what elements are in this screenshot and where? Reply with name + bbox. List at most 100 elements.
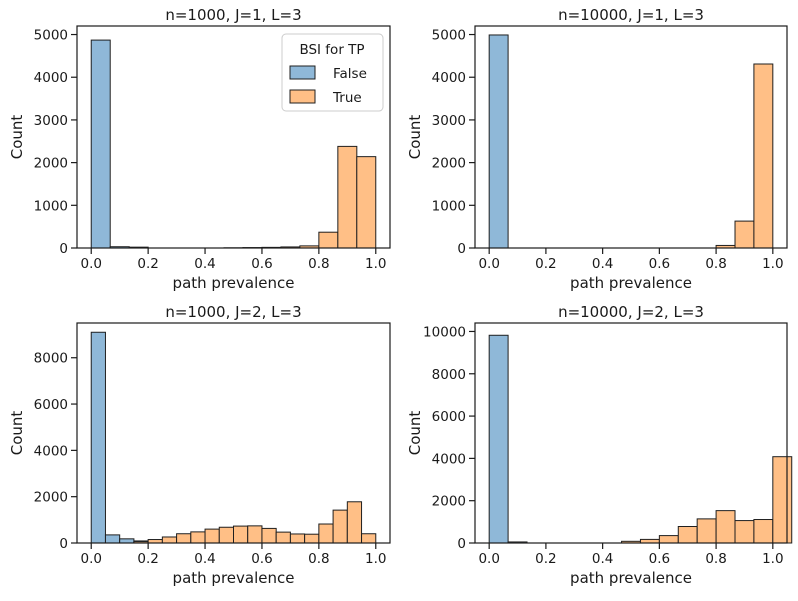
histogram-bar-true — [261, 527, 277, 544]
histogram-bar-true — [218, 526, 235, 544]
histogram-bar-true — [289, 533, 306, 544]
chart-panel-4: 0.0 0.2 0.4 0.6 0.8 1.0 0 2000 4000 6000 8000 10000… — [406, 303, 793, 587]
x-tick-label: 0.2 — [137, 256, 158, 272]
y-tick-label: 8000 — [34, 351, 68, 367]
x-tick-label: 0.0 — [478, 256, 499, 272]
y-tick-label: 2000 — [34, 490, 68, 506]
y-tick-label: 0 — [457, 241, 466, 257]
y-tick-label: 2000 — [432, 156, 466, 172]
y-tick-label: 4000 — [34, 70, 68, 86]
legend-label-true: True — [332, 90, 362, 106]
x-axis-label: path prevalence — [173, 274, 295, 292]
x-tick-label: 0.0 — [80, 256, 101, 272]
histogram-bar-true — [304, 533, 320, 544]
histogram-bar-true — [677, 526, 698, 544]
x-axis-label: path prevalence — [570, 274, 692, 292]
chart-title: n=10000, J=2, L=3 — [558, 303, 704, 321]
x-tick-label: 1.0 — [762, 256, 783, 272]
histogram-bar-false — [488, 34, 509, 249]
histogram-bar-true — [658, 535, 679, 544]
y-tick-label: 0 — [457, 536, 466, 552]
histogram-bar-true — [753, 63, 774, 249]
y-tick-label: 3000 — [34, 113, 68, 129]
axes-frame — [474, 25, 788, 249]
histogram-bar-true — [361, 533, 377, 544]
x-tick-label: 0.6 — [251, 256, 272, 272]
histogram-bar-true — [734, 220, 755, 249]
x-tick-label: 0.2 — [535, 256, 556, 272]
y-tick-label: 10000 — [423, 324, 466, 340]
x-tick-label: 0.2 — [137, 551, 158, 567]
histogram-bar-true — [734, 520, 755, 544]
y-tick-label: 5000 — [34, 28, 68, 44]
axes-frame — [474, 322, 788, 544]
y-tick-label: 4000 — [432, 451, 466, 467]
x-tick-label: 0.4 — [592, 256, 613, 272]
x-tick-label: 0.8 — [705, 256, 726, 272]
y-tick-label: 1000 — [34, 198, 68, 214]
x-tick-label: 0.6 — [649, 256, 670, 272]
x-axis-label: path prevalence — [570, 569, 692, 587]
histogram-bar-false — [488, 334, 509, 544]
y-tick-label: 4000 — [432, 70, 466, 86]
histogram-bar-false — [90, 331, 106, 544]
x-axis-label: path prevalence — [173, 569, 295, 587]
histogram-bar-true — [696, 518, 717, 544]
y-tick-label: 0 — [59, 536, 68, 552]
axes-frame — [76, 25, 391, 249]
y-axis-label: Count — [8, 115, 26, 160]
histogram-bar-true — [190, 531, 206, 544]
x-tick-label: 1.0 — [762, 551, 783, 567]
histogram-bar-true — [176, 533, 192, 544]
x-tick-label: 0.0 — [80, 551, 101, 567]
histogram-bar-false — [119, 538, 135, 544]
y-tick-label: 5000 — [432, 28, 466, 44]
y-tick-label: 8000 — [432, 367, 466, 383]
histogram-bar-false — [104, 534, 121, 544]
y-tick-label: 1000 — [432, 198, 466, 214]
histogram-bar-true — [318, 231, 339, 249]
legend-title: BSI for TP — [299, 42, 364, 58]
histogram-bar-true — [233, 525, 249, 544]
legend-swatch-false — [289, 65, 316, 80]
y-tick-label: 3000 — [432, 113, 466, 129]
y-axis-label: Count — [406, 411, 424, 456]
x-tick-label: 0.6 — [649, 551, 670, 567]
x-tick-label: 0.8 — [308, 551, 329, 567]
x-tick-label: 0.4 — [194, 256, 215, 272]
histogram-bar-true — [715, 510, 736, 544]
x-tick-label: 0.0 — [478, 551, 499, 567]
y-tick-label: 4000 — [34, 443, 68, 459]
y-axis-label: Count — [8, 411, 26, 456]
chart-title: n=10000, J=1, L=3 — [558, 6, 704, 24]
chart-panel-3: 0.0 0.2 0.4 0.6 0.8 1.0 0 2000 4000 6000 8000 n=100… — [8, 303, 391, 587]
y-tick-label: 2000 — [34, 156, 68, 172]
histogram-bar-true — [247, 525, 263, 544]
histogram-bar-true — [332, 509, 348, 544]
y-tick-label: 0 — [59, 241, 68, 257]
y-tick-label: 2000 — [432, 494, 466, 510]
x-tick-label: 1.0 — [365, 256, 386, 272]
chart-title: n=1000, J=1, L=3 — [165, 6, 301, 24]
x-tick-label: 0.4 — [592, 551, 613, 567]
histogram-bar-true — [346, 501, 363, 544]
y-tick-label: 6000 — [34, 397, 68, 413]
histogram-bar-true — [275, 531, 291, 544]
chart-panel-1: 0.0 0.2 0.4 0.6 0.8 1.0 0 1000 2000 3000 4000 5000 n… — [8, 6, 391, 292]
x-tick-label: 0.6 — [251, 551, 272, 567]
chart-panel-2: 0.0 0.2 0.4 0.6 0.8 1.0 0 1000 2000 3000 4000 5000 n… — [406, 6, 788, 292]
x-tick-label: 0.8 — [705, 551, 726, 567]
x-tick-label: 1.0 — [365, 551, 386, 567]
chart-title: n=1000, J=2, L=3 — [165, 303, 301, 321]
x-tick-label: 0.2 — [535, 551, 556, 567]
histogram-bar-true — [772, 456, 793, 544]
histogram-bar-true — [356, 156, 377, 249]
histogram-bar-true — [753, 519, 774, 544]
axes-frame — [76, 322, 391, 544]
x-tick-label: 0.4 — [194, 551, 215, 567]
legend-swatch-true — [289, 89, 316, 104]
histogram-bar-true — [337, 145, 358, 249]
legend-label-false: False — [333, 66, 367, 82]
y-axis-label: Count — [406, 115, 424, 160]
